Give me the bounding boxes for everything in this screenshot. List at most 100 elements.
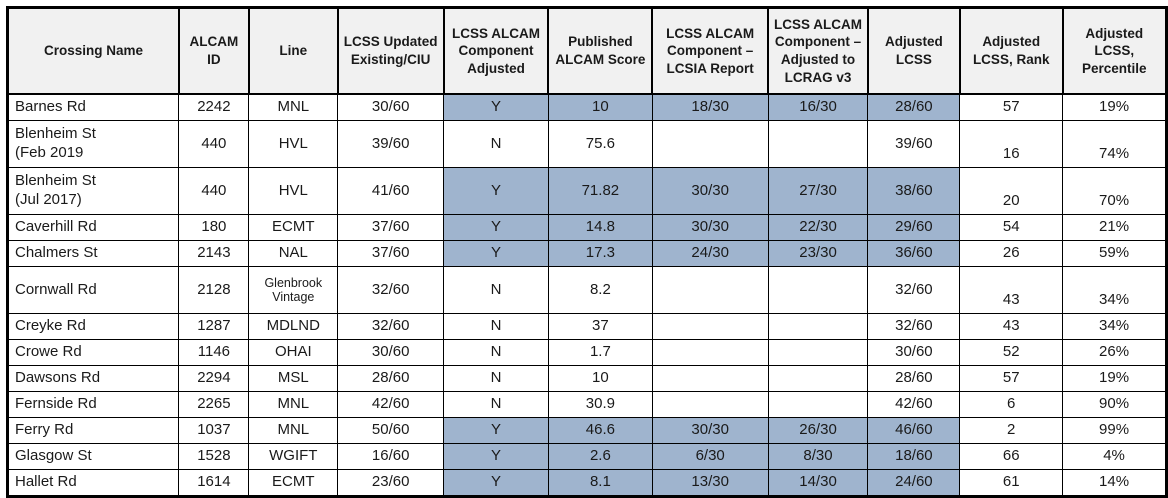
cell-percentile: 21% [1062, 214, 1167, 241]
cell-lcrag_v3 [767, 339, 869, 366]
cell-component_adjusted: Y [443, 443, 549, 470]
cell-lcrag_v3: 23/30 [767, 240, 869, 267]
table-row: Caverhill Rd 180 ECMT 37/60 Y 14.8 30/30 22/30 2… [6, 214, 1167, 241]
cell-crossing_name: Glasgow St [6, 443, 180, 470]
cell-rank: 52 [959, 339, 1064, 366]
cell-published_score: 8.2 [547, 266, 653, 314]
cell-published_score: 75.6 [547, 120, 653, 168]
cell-component_adjusted: Y [443, 417, 549, 444]
cell-lcss_updated: 30/60 [337, 339, 445, 366]
column-header-crossing_name: Crossing Name [6, 6, 180, 95]
cell-crossing_name: Crowe Rd [6, 339, 180, 366]
cell-lcsia_report: 30/30 [651, 167, 769, 215]
cell-alcam_id: 1528 [178, 443, 250, 470]
table-row: Cornwall Rd 2128 Glenbrook Vintage 32/60 N 8.… [6, 266, 1167, 314]
cell-lcss_updated: 37/60 [337, 214, 445, 241]
table-row: Fernside Rd 2265 MNL 42/60 N 30.9 42/60 6 90% [6, 391, 1167, 418]
cell-percentile: 70% [1062, 167, 1167, 215]
cell-alcam_id: 1037 [178, 417, 250, 444]
cell-crossing_name: Dawsons Rd [6, 365, 180, 392]
column-header-component_adjusted: LCSS ALCAM Component Adjusted [442, 6, 550, 95]
cell-published_score: 46.6 [547, 417, 653, 444]
cell-crossing_name: Blenheim St (Jul 2017) [6, 167, 180, 215]
cell-line: WGIFT [248, 443, 339, 470]
cell-crossing_name: Blenheim St (Feb 2019 [6, 120, 180, 168]
cell-alcam_id: 180 [178, 214, 250, 241]
cell-published_score: 30.9 [547, 391, 653, 418]
cell-rank: 43 [959, 266, 1064, 314]
cell-lcrag_v3: 22/30 [767, 214, 869, 241]
header-row: Crossing Name ALCAM ID Line LCSS Updated Ex… [6, 6, 1168, 95]
column-header-lcsia_report: LCSS ALCAM Component – LCSIA Report [651, 6, 770, 95]
cell-published_score: 17.3 [547, 240, 653, 267]
cell-lcss_updated: 32/60 [337, 266, 445, 314]
cell-lcrag_v3: 26/30 [767, 417, 869, 444]
cell-lcss_updated: 32/60 [337, 313, 445, 340]
cell-component_adjusted: N [443, 391, 549, 418]
cell-lcss_updated: 23/60 [337, 469, 445, 497]
cell-alcam_id: 2242 [178, 93, 250, 121]
cell-line: MNL [248, 417, 339, 444]
cell-published_score: 37 [547, 313, 653, 340]
cell-published_score: 2.6 [547, 443, 653, 470]
cell-adjusted_lcss: 38/60 [867, 167, 961, 215]
cell-lcss_updated: 50/60 [337, 417, 445, 444]
cell-line: MSL [248, 365, 339, 392]
cell-lcrag_v3: 27/30 [767, 167, 869, 215]
cell-lcrag_v3 [767, 313, 869, 340]
table-row: Chalmers St 2143 NAL 37/60 Y 17.3 24/30 23/30 36… [6, 240, 1167, 267]
cell-adjusted_lcss: 39/60 [867, 120, 961, 168]
table-row: Hallet Rd 1614 ECMT 23/60 Y 8.1 13/30 14/30 24/6… [6, 469, 1167, 497]
cell-lcrag_v3: 14/30 [767, 469, 869, 497]
column-header-percentile: Adjusted LCSS, Percentile [1061, 6, 1168, 95]
column-header-lcrag_v3: LCSS ALCAM Component – Adjusted to LCRAG… [767, 6, 869, 95]
cell-published_score: 14.8 [547, 214, 653, 241]
cell-lcsia_report [651, 266, 769, 314]
cell-rank: 26 [959, 240, 1064, 267]
cell-component_adjusted: N [443, 339, 549, 366]
table-row: Glasgow St 1528 WGIFT 16/60 Y 2.6 6/30 8/30 18/6… [6, 443, 1167, 470]
cell-lcrag_v3 [767, 266, 869, 314]
cell-alcam_id: 2265 [178, 391, 250, 418]
cell-line: OHAI [248, 339, 339, 366]
alcam-crossing-table: Crossing Name ALCAM ID Line LCSS Updated Ex… [6, 6, 1168, 498]
table-row: Crowe Rd 1146 OHAI 30/60 N 1.7 30/60 52 26% [6, 339, 1167, 366]
cell-lcsia_report: 30/30 [651, 417, 769, 444]
cell-component_adjusted: Y [443, 167, 549, 215]
cell-lcsia_report: 24/30 [651, 240, 769, 267]
cell-alcam_id: 1146 [178, 339, 250, 366]
cell-lcsia_report: 13/30 [651, 469, 769, 497]
cell-crossing_name: Barnes Rd [6, 93, 180, 121]
cell-line: Glenbrook Vintage [248, 266, 339, 314]
column-header-line: Line [247, 6, 339, 95]
cell-component_adjusted: Y [443, 214, 549, 241]
cell-lcsia_report: 18/30 [651, 93, 769, 121]
table-row: Blenheim St (Feb 2019 440 HVL 39/60 N 75.6 39/… [6, 120, 1167, 168]
cell-crossing_name: Fernside Rd [6, 391, 180, 418]
cell-percentile: 59% [1062, 240, 1167, 267]
cell-adjusted_lcss: 24/60 [867, 469, 961, 497]
cell-crossing_name: Caverhill Rd [6, 214, 180, 241]
cell-adjusted_lcss: 30/60 [867, 339, 961, 366]
cell-percentile: 14% [1062, 469, 1167, 497]
cell-percentile: 74% [1062, 120, 1167, 168]
cell-component_adjusted: N [443, 365, 549, 392]
table-row: Creyke Rd 1287 MDLND 32/60 N 37 32/60 43 34% [6, 313, 1167, 340]
cell-published_score: 10 [547, 93, 653, 121]
cell-adjusted_lcss: 32/60 [867, 266, 961, 314]
cell-percentile: 99% [1062, 417, 1167, 444]
cell-percentile: 34% [1062, 313, 1167, 340]
cell-percentile: 19% [1062, 93, 1167, 121]
cell-lcrag_v3: 16/30 [767, 93, 869, 121]
cell-component_adjusted: N [443, 120, 549, 168]
cell-component_adjusted: Y [443, 93, 549, 121]
cell-adjusted_lcss: 29/60 [867, 214, 961, 241]
cell-component_adjusted: N [443, 266, 549, 314]
cell-lcsia_report [651, 339, 769, 366]
cell-adjusted_lcss: 28/60 [867, 365, 961, 392]
cell-crossing_name: Cornwall Rd [6, 266, 180, 314]
cell-lcss_updated: 37/60 [337, 240, 445, 267]
cell-rank: 2 [959, 417, 1064, 444]
cell-crossing_name: Chalmers St [6, 240, 180, 267]
cell-line: NAL [248, 240, 339, 267]
